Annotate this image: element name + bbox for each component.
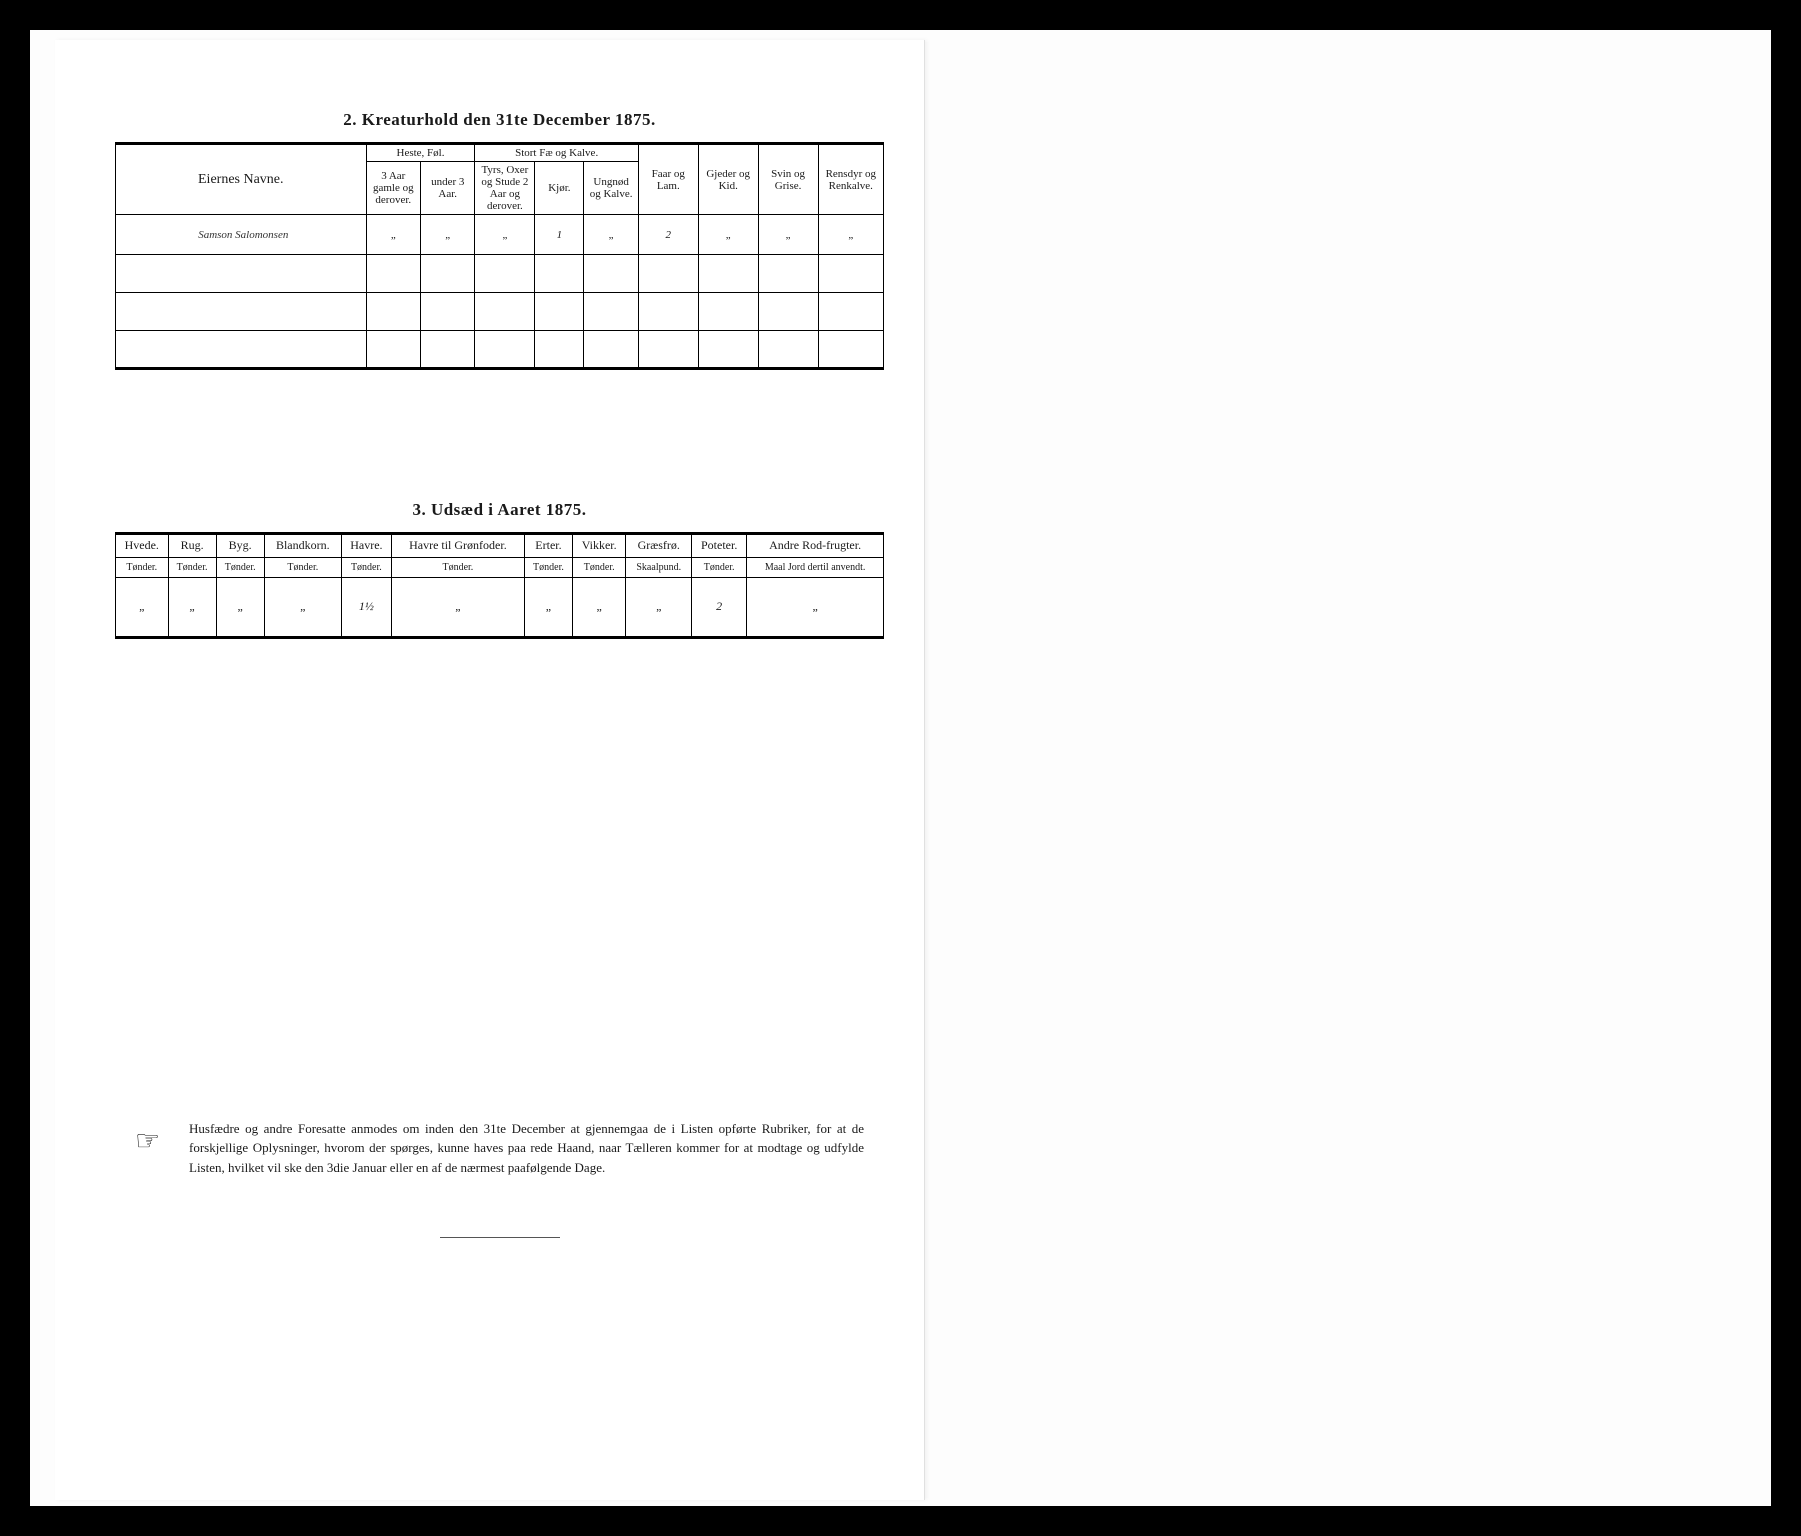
unit: Tønder.	[116, 557, 169, 577]
cell: „	[366, 215, 420, 255]
col-pigs: Svin og Grise.	[758, 144, 818, 215]
table-row: „ „ „ „ 1½ „ „ „ „ 2 „	[116, 577, 884, 637]
col-cattle: Stort Fæ og Kalve.	[475, 144, 638, 162]
col-grasfro: Græsfrø.	[626, 534, 692, 557]
table-header-row: Hvede. Rug. Byg. Blandkorn. Havre. Havre…	[116, 534, 884, 557]
unit: Tønder.	[391, 557, 524, 577]
unit: Tønder.	[341, 557, 391, 577]
col-blandkorn: Blandkorn.	[264, 534, 341, 557]
section3-title: 3. Udsæd i Aaret 1875.	[115, 500, 884, 520]
cell: „	[524, 577, 572, 637]
col-rug: Rug.	[168, 534, 216, 557]
cell: „	[698, 215, 758, 255]
cell: „	[168, 577, 216, 637]
owner-name: Samson Salomonsen	[116, 215, 367, 255]
unit: Skaalpund.	[626, 557, 692, 577]
unit: Maal Jord dertil anvendt.	[747, 557, 884, 577]
cell: 1	[535, 215, 584, 255]
sub-c2: Kjør.	[535, 162, 584, 215]
col-reindeer: Rensdyr og Renkalve.	[818, 144, 883, 215]
spacer	[115, 370, 884, 490]
pointing-hand-icon: ☞	[135, 1119, 175, 1178]
unit: Tønder.	[524, 557, 572, 577]
cell: „	[747, 577, 884, 637]
table-header-row: Eiernes Navne. Heste, Føl. Stort Fæ og K…	[116, 144, 884, 162]
col-owners: Eiernes Navne.	[116, 144, 367, 215]
unit: Tønder.	[216, 557, 264, 577]
col-hvede: Hvede.	[116, 534, 169, 557]
unit: Tønder.	[573, 557, 626, 577]
col-andre: Andre Rod-frugter.	[747, 534, 884, 557]
cell: „	[264, 577, 341, 637]
col-sheep: Faar og Lam.	[638, 144, 698, 215]
cell: „	[626, 577, 692, 637]
table-row	[116, 255, 884, 293]
livestock-table: Eiernes Navne. Heste, Føl. Stort Fæ og K…	[115, 142, 884, 370]
sub-h1: 3 Aar gamle og derover.	[366, 162, 420, 215]
unit: Tønder.	[264, 557, 341, 577]
cell: „	[216, 577, 264, 637]
col-vikker: Vikker.	[573, 534, 626, 557]
table-row: Samson Salomonsen „ „ „ 1 „ 2 „ „ „	[116, 215, 884, 255]
cell: „	[584, 215, 638, 255]
table-units-row: Tønder. Tønder. Tønder. Tønder. Tønder. …	[116, 557, 884, 577]
unit: Tønder.	[692, 557, 747, 577]
col-goats: Gjeder og Kid.	[698, 144, 758, 215]
col-byg: Byg.	[216, 534, 264, 557]
table-row	[116, 293, 884, 331]
footer-note: ☞ Husfædre og andre Foresatte anmodes om…	[115, 1119, 884, 1178]
unit: Tønder.	[168, 557, 216, 577]
sub-c3: Ungnød og Kalve.	[584, 162, 638, 215]
cell: 1½	[341, 577, 391, 637]
cell: „	[475, 215, 535, 255]
cell: 2	[638, 215, 698, 255]
table-row	[116, 331, 884, 369]
cell: „	[391, 577, 524, 637]
col-horses: Heste, Føl.	[366, 144, 475, 162]
sub-c1: Tyrs, Oxer og Stude 2 Aar og derover.	[475, 162, 535, 215]
cell: „	[573, 577, 626, 637]
footer-text: Husfædre og andre Foresatte anmodes om i…	[189, 1119, 864, 1178]
sowing-table: Hvede. Rug. Byg. Blandkorn. Havre. Havre…	[115, 532, 884, 638]
cell: „	[758, 215, 818, 255]
cell: „	[421, 215, 475, 255]
col-havre: Havre.	[341, 534, 391, 557]
document-page: 2. Kreaturhold den 31te December 1875. E…	[55, 40, 925, 1500]
col-poteter: Poteter.	[692, 534, 747, 557]
footer-rule	[440, 1237, 560, 1238]
col-erter: Erter.	[524, 534, 572, 557]
col-havre-til: Havre til Grønfoder.	[391, 534, 524, 557]
sub-h2: under 3 Aar.	[421, 162, 475, 215]
section2-title: 2. Kreaturhold den 31te December 1875.	[115, 110, 884, 130]
cell: „	[818, 215, 883, 255]
cell: „	[116, 577, 169, 637]
cell: 2	[692, 577, 747, 637]
